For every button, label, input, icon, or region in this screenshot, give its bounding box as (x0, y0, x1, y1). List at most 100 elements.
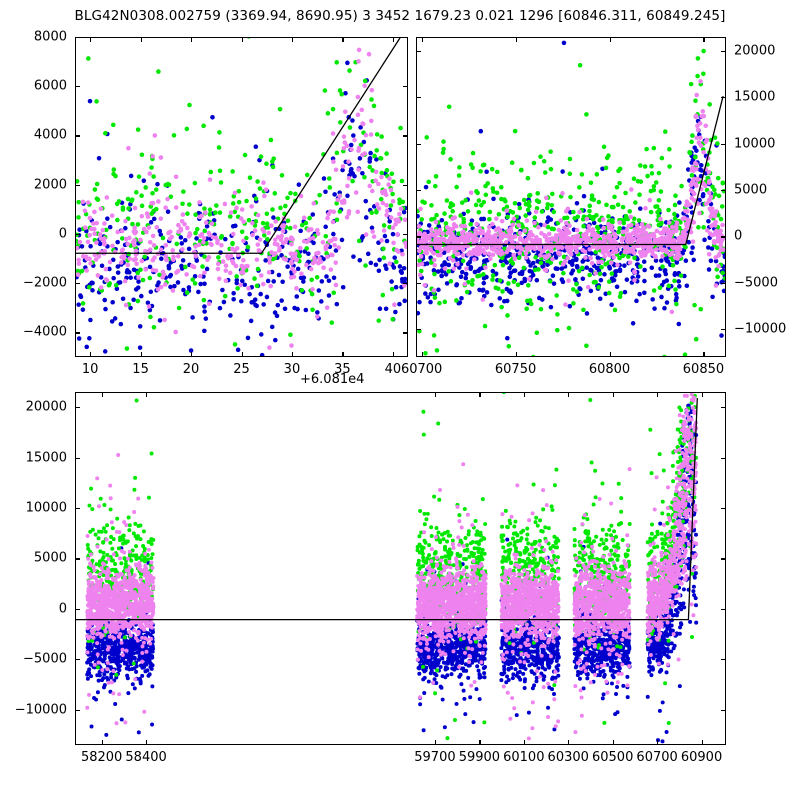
y-tick (403, 233, 408, 236)
x-tick-label: 10 (81, 362, 99, 377)
x-tick (434, 392, 437, 397)
x-tick (291, 352, 294, 357)
x-tick (241, 37, 243, 42)
y-tick-label: 20000 (734, 43, 776, 59)
y-tick (721, 236, 726, 238)
x-tick-label: 20 (182, 362, 200, 377)
y-tick-label: −4000 (23, 324, 67, 340)
y-tick-label: 0 (58, 226, 67, 242)
x-tick (523, 392, 525, 397)
y-tick (403, 184, 408, 186)
x-tick (146, 392, 148, 397)
x-tick (241, 352, 243, 357)
x-tick (342, 37, 344, 42)
panel-bottom-canvas (76, 393, 725, 744)
x-tick (609, 37, 611, 42)
y-tick (721, 457, 726, 459)
x-tick (515, 352, 517, 357)
x-tick (191, 37, 193, 42)
panel-top-right-canvas (417, 38, 725, 356)
x-tick-label: 60700 (400, 362, 443, 377)
y-tick-label: 10000 (734, 136, 776, 152)
x-tick (703, 37, 705, 42)
y-tick (403, 332, 408, 334)
x-tick-label: 59900 (458, 750, 501, 765)
x-tick (612, 740, 614, 745)
x-tick-label: 60700 (636, 750, 678, 765)
y-tick-label: 15000 (25, 450, 67, 466)
y-tick (416, 143, 421, 145)
y-tick (75, 457, 80, 459)
x-tick (434, 740, 437, 745)
y-tick (416, 329, 421, 331)
y-tick (75, 233, 80, 236)
y-tick (403, 37, 408, 39)
x-tick (392, 352, 395, 357)
x-tick (657, 740, 659, 745)
x-tick (515, 37, 517, 42)
y-tick-label: 2000 (33, 177, 67, 193)
x-tick-label: 60300 (547, 750, 589, 765)
y-tick (75, 135, 80, 137)
y-tick-label: 5000 (33, 550, 67, 566)
y-tick-label: 5000 (734, 182, 768, 198)
x-tick (479, 740, 481, 745)
x-tick-label: 60800 (588, 362, 631, 377)
y-tick (721, 407, 726, 409)
x-tick (291, 37, 294, 42)
x-tick-label: 30 (283, 362, 301, 377)
y-tick (721, 50, 726, 53)
panel-top-left[interactable] (75, 37, 408, 357)
y-tick (75, 709, 80, 711)
x-tick (701, 392, 703, 397)
y-tick (75, 659, 80, 661)
series-violet (85, 393, 699, 741)
series-green (417, 48, 725, 356)
x-tick-label: 58200 (80, 750, 123, 765)
y-tick (75, 558, 80, 560)
model-line (417, 95, 724, 246)
y-tick (75, 37, 80, 39)
x-tick (657, 392, 659, 397)
panel-bottom[interactable] (75, 392, 726, 745)
y-tick (721, 507, 726, 510)
y-tick-label: 15000 (734, 89, 776, 105)
figure-title: BLG42N0308.002759 (3369.94, 8690.95) 3 3… (74, 8, 726, 24)
x-tick (342, 352, 344, 357)
x-tick (140, 37, 142, 42)
x-tick-label: 60750 (494, 362, 537, 377)
y-tick-label: 0 (734, 228, 743, 244)
x-tick-label: 25 (233, 362, 250, 377)
y-tick (416, 282, 421, 284)
y-tick-label: −5000 (734, 275, 778, 291)
y-tick-label: −2000 (23, 275, 67, 291)
x-tick-label: 58400 (125, 750, 167, 765)
y-tick (75, 507, 80, 510)
y-tick (721, 282, 726, 284)
x-axis-offset-label-top-left: +6.081e4 (300, 372, 365, 387)
y-tick (721, 329, 726, 331)
x-tick-label: 15 (132, 362, 149, 377)
x-tick (101, 740, 103, 745)
y-tick (75, 283, 80, 285)
y-tick (403, 135, 408, 137)
x-tick-label: 60900 (680, 750, 723, 765)
x-tick (701, 740, 703, 745)
panel-top-right[interactable] (416, 37, 726, 357)
y-tick-label: 10000 (25, 500, 67, 516)
y-tick (75, 332, 80, 334)
x-tick-label: 40 (384, 362, 402, 377)
y-tick-label: 0 (58, 601, 67, 617)
y-tick (721, 558, 726, 560)
y-tick (721, 659, 726, 661)
x-tick-label: 60500 (591, 750, 634, 765)
x-tick-label: 60850 (682, 362, 725, 377)
x-tick (421, 37, 423, 42)
x-tick (146, 740, 148, 745)
y-tick (721, 97, 726, 99)
x-tick (568, 740, 570, 745)
x-tick (609, 352, 611, 357)
model-line (76, 38, 401, 254)
x-tick-label: 59700 (414, 750, 456, 765)
y-tick (416, 97, 421, 99)
